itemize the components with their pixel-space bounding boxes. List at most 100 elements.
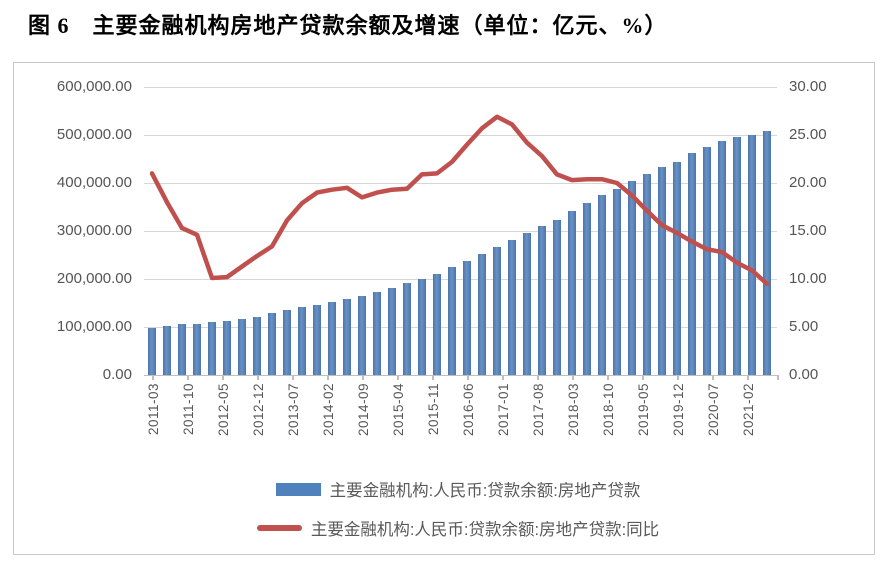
x-axis-tick-label: 2012-12 [251,383,266,437]
x-axis-tick-label: 2018-10 [601,383,616,437]
left-axis-tick-label: 500,000.00 [56,126,132,143]
right-axis-tick-label: 10.00 [789,270,827,287]
gridline [144,327,777,328]
bar [298,306,306,375]
legend: 主要金融机构:人民币:贷款余额:房地产贷款 主要金融机构:人民币:贷款余额:房地… [14,477,874,540]
gridline [144,87,777,88]
x-axis-tick-mark [712,375,714,380]
bar [343,298,351,375]
x-axis-tick-mark [432,375,434,380]
x-axis-tick-label: 2018-03 [566,383,581,437]
bar [523,233,531,375]
bar [613,189,621,375]
x-axis-line [144,375,777,376]
line-series [149,114,770,287]
bar [673,161,681,375]
bar [433,274,441,375]
bar [373,291,381,375]
left-axis-tick-label: 200,000.00 [56,270,132,287]
x-axis-tick-label: 2021-02 [741,383,756,437]
bar [508,239,516,375]
legend-label-yoy: 主要金融机构:人民币:贷款余额:房地产贷款:同比 [310,521,660,539]
x-axis-tick-mark [677,375,679,380]
x-axis-tick-mark [607,375,609,380]
bar [748,134,756,375]
left-axis-tick-label: 300,000.00 [56,222,132,239]
x-axis-tick-label: 2020-07 [706,383,721,437]
x-axis-tick-label: 2016-06 [461,383,476,437]
bar [463,261,471,375]
bar [718,140,726,375]
bar [538,225,546,375]
right-axis-tick-label: 30.00 [789,78,827,95]
bar [733,137,741,375]
bar [283,309,291,375]
x-axis-tick-label: 2014-02 [321,383,336,437]
x-axis-tick-mark [292,375,294,380]
bar [268,312,276,375]
x-axis-tick-mark [257,375,259,380]
bar [553,220,561,375]
bar [403,283,411,375]
bar [313,304,321,375]
line-series-svg [149,114,770,287]
x-axis-tick-label: 2015-04 [391,383,406,437]
legend-item-yoy: 主要金融机构:人民币:贷款余额:房地产贷款:同比 [256,516,660,540]
x-axis-tick-mark [222,375,224,380]
gridline [144,231,777,232]
bar [448,267,456,375]
left-axis-tick-label: 100,000.00 [56,318,132,335]
bar [388,287,396,375]
bar [598,195,606,375]
right-axis-tick-label: 5.00 [789,318,819,335]
bar [418,279,426,375]
x-axis-tick-mark [747,375,749,380]
bar [688,153,696,375]
x-axis-tick-mark [537,375,539,380]
bar [493,246,501,375]
bar [163,325,171,375]
x-axis-tick-mark [362,375,364,380]
plot-area [144,87,777,376]
right-axis-tick-label: 0.00 [789,366,819,383]
x-axis-tick-mark [152,375,154,380]
left-axis-tick-label: 400,000.00 [56,174,132,191]
bar [703,147,711,375]
x-axis-tick-label: 2017-01 [496,383,511,437]
legend-item-balance: 主要金融机构:人民币:贷款余额:房地产贷款 [275,477,641,501]
bar [178,324,186,375]
left-axis-tick-label: 0.00 [102,366,132,383]
x-axis-tick-label: 2014-09 [356,383,371,437]
x-axis-tick-label: 2019-12 [671,383,686,437]
line-series-swatch-icon [256,525,302,531]
bar [328,302,336,375]
x-axis-tick-mark [777,375,779,380]
bar [583,203,591,375]
x-axis-tick-label: 2012-05 [216,383,231,437]
right-axis-tick-label: 25.00 [789,126,827,143]
x-axis-tick-mark [397,375,399,380]
bar [478,254,486,375]
gridline [144,135,777,136]
x-axis-tick-label: 2019-05 [636,383,651,437]
x-axis-tick-mark [467,375,469,380]
x-axis-tick-mark [572,375,574,380]
bar [763,131,771,375]
x-axis-tick-label: 2015-11 [426,383,441,436]
x-axis-tick-mark [502,375,504,380]
bar [208,322,216,375]
bar [358,296,366,375]
x-axis-tick-label: 2011-03 [146,383,161,436]
x-axis-tick-mark [187,375,189,380]
bar [658,167,666,375]
figure-title: 图 6 主要金融机构房地产贷款余额及增速（单位：亿元、%） [28,13,668,38]
x-axis-tick-mark [327,375,329,380]
chart-container: 主要金融机构:人民币:贷款余额:房地产贷款 主要金融机构:人民币:贷款余额:房地… [13,62,875,555]
bar [643,173,651,375]
legend-label-balance: 主要金融机构:人民币:贷款余额:房地产贷款 [329,482,641,500]
x-axis-tick-label: 2017-08 [531,383,546,437]
left-axis-tick-label: 600,000.00 [56,78,132,95]
bar-series-swatch-icon [275,482,321,496]
bar [148,328,156,375]
